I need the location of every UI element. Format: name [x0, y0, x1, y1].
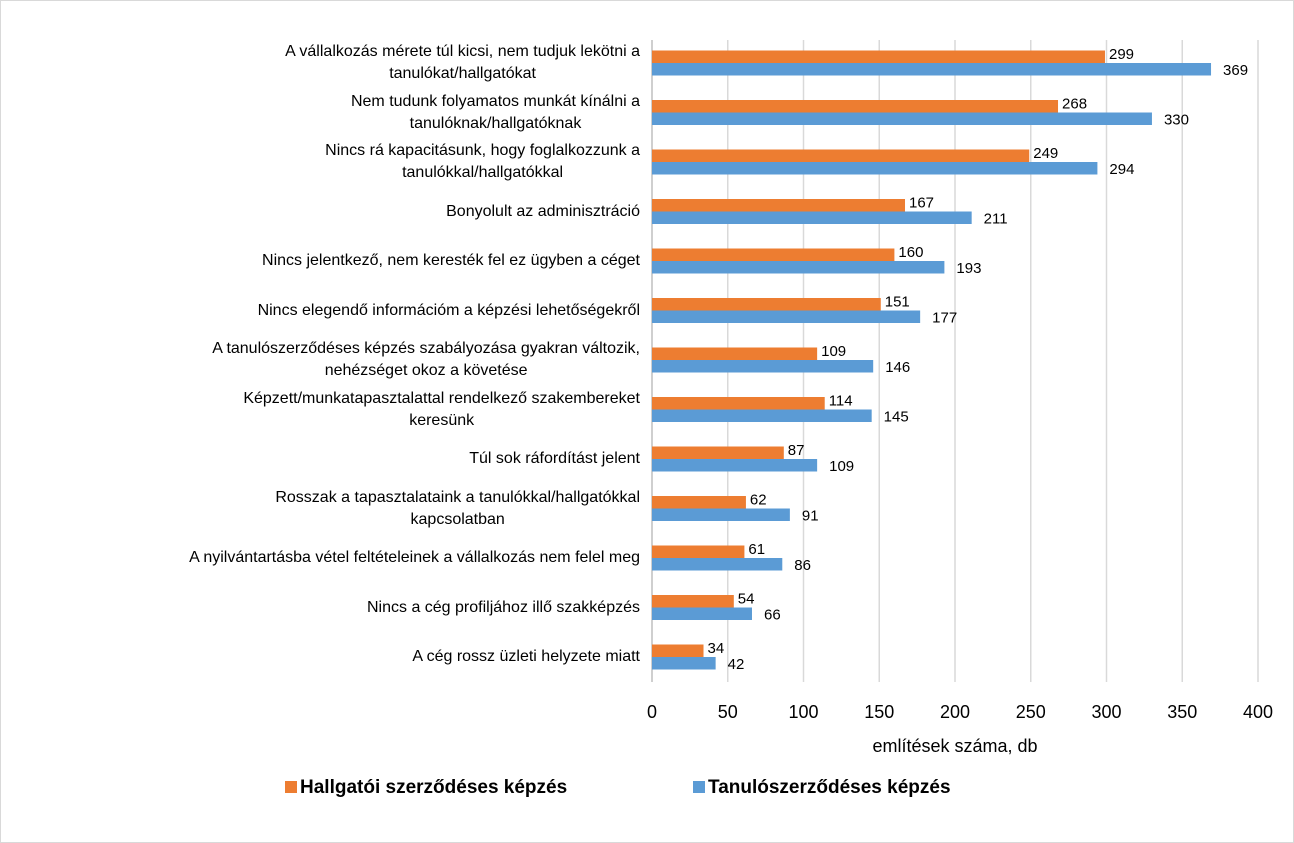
bar: [652, 149, 1030, 162]
bar: [652, 595, 734, 608]
bar: [652, 199, 906, 212]
bar: [652, 558, 783, 571]
bar: [652, 261, 945, 274]
x-tick-label: 250: [1016, 702, 1046, 722]
value-label: 146: [885, 359, 910, 376]
category-text: A tanulószerződéses képzés szabályozása …: [212, 340, 640, 379]
category-text: A nyilvántartásba vétel feltételeinek a …: [189, 549, 640, 566]
x-tick-label: 400: [1243, 702, 1273, 722]
category-text: Bonyolult az adminisztráció: [446, 202, 640, 220]
category-label: Nincs a cég profiljához illő szakképzés: [367, 584, 640, 632]
value-label: 34: [708, 640, 725, 657]
category-label: A vállalkozás mérete túl kicsi, nem tudj…: [285, 39, 640, 87]
category-label: A cég rossz üzleti helyzete miatt: [412, 633, 640, 681]
category-text: Rosszak a tapasztalataink a tanulókkal/h…: [275, 488, 640, 528]
bar: [652, 607, 752, 620]
category-label: Nincs rá kapacitásunk, hogy foglalkozzun…: [325, 138, 640, 186]
value-label: 294: [1109, 161, 1134, 178]
x-tick-label: 200: [940, 702, 970, 722]
category-text: Nincs jelentkező, nem keresték fel ez üg…: [262, 252, 640, 269]
category-text: Nincs a cég profiljához illő szakképzés: [366, 598, 640, 616]
value-label: 177: [932, 309, 957, 326]
bar: [652, 508, 790, 521]
x-tick-label: 300: [1091, 702, 1121, 722]
bar: [652, 409, 872, 422]
value-label: 249: [1033, 145, 1058, 162]
value-label: 109: [821, 343, 846, 360]
category-text: Nincs elegendő információm a képzési leh…: [257, 301, 640, 319]
value-label: 167: [909, 194, 934, 211]
value-label: 151: [885, 293, 910, 310]
legend-label: Tanulószerződéses képzés: [708, 777, 951, 798]
category-text: Képzett/munkatapasztalattal rendelkező s…: [243, 389, 640, 429]
value-label: 42: [728, 656, 745, 673]
value-label: 91: [802, 507, 819, 524]
bar: [652, 298, 881, 311]
bar: [652, 657, 716, 670]
bar: [652, 162, 1098, 175]
bar: [652, 211, 972, 224]
category-label: Rosszak a tapasztalataink a tanulókkal/h…: [275, 485, 640, 533]
bar: [652, 459, 818, 472]
x-tick-label: 100: [788, 702, 818, 722]
category-label: Nincs elegendő információm a képzési leh…: [258, 287, 640, 335]
value-label: 87: [788, 442, 805, 459]
category-text: A cég rossz üzleti helyzete miatt: [412, 648, 640, 665]
bar: [652, 397, 825, 410]
legend-label: Hallgatói szerződéses képzés: [300, 777, 567, 798]
legend-swatch: [285, 781, 297, 793]
x-tick-label: 50: [718, 702, 738, 722]
value-label: 145: [884, 408, 909, 425]
legend-swatch: [693, 781, 705, 793]
category-text: Nincs rá kapacitásunk, hogy foglalkozzun…: [325, 142, 640, 181]
value-label: 86: [794, 557, 811, 574]
value-label: 268: [1062, 95, 1087, 112]
value-label: 211: [984, 210, 1008, 227]
value-label: 114: [829, 392, 853, 409]
bar: [652, 112, 1152, 125]
value-label: 109: [829, 458, 854, 475]
value-label: 66: [764, 606, 781, 623]
bar: [652, 360, 874, 373]
bar: [652, 100, 1059, 113]
value-label: 62: [750, 491, 767, 508]
bar: [652, 248, 895, 261]
bar: [652, 63, 1212, 76]
value-label: 54: [738, 590, 755, 607]
category-label: Túl sok ráfordítást jelent: [469, 435, 640, 483]
bar: [652, 644, 704, 657]
category-text: A vállalkozás mérete túl kicsi, nem tudj…: [285, 43, 640, 82]
bar: [652, 446, 784, 459]
value-label: 369: [1223, 62, 1248, 79]
value-label: 61: [748, 541, 765, 558]
bar: [652, 347, 818, 360]
category-text: Túl sok ráfordítást jelent: [469, 450, 640, 467]
value-label: 193: [956, 260, 981, 277]
x-axis-title: említések száma, db: [872, 736, 1037, 756]
bar: [652, 545, 745, 558]
category-text: Nem tudunk folyamatos munkát kínálni a t…: [350, 92, 640, 132]
category-label: Képzett/munkatapasztalattal rendelkező s…: [243, 386, 640, 434]
category-label: A nyilvántartásba vétel feltételeinek a …: [189, 534, 640, 582]
bar: [652, 50, 1105, 63]
x-tick-label: 150: [864, 702, 894, 722]
x-tick-label: 0: [647, 702, 657, 722]
category-label: A tanulószerződéses képzés szabályozása …: [212, 336, 640, 384]
x-tick-label: 350: [1167, 702, 1197, 722]
value-label: 330: [1164, 111, 1189, 128]
category-label: Nem tudunk folyamatos munkát kínálni a t…: [351, 89, 640, 137]
value-label: 299: [1109, 46, 1134, 63]
value-label: 160: [898, 244, 923, 261]
category-label: Bonyolult az adminisztráció: [446, 188, 640, 236]
bar: [652, 496, 746, 509]
bar: [652, 310, 921, 323]
category-label: Nincs jelentkező, nem keresték fel ez üg…: [262, 237, 640, 285]
